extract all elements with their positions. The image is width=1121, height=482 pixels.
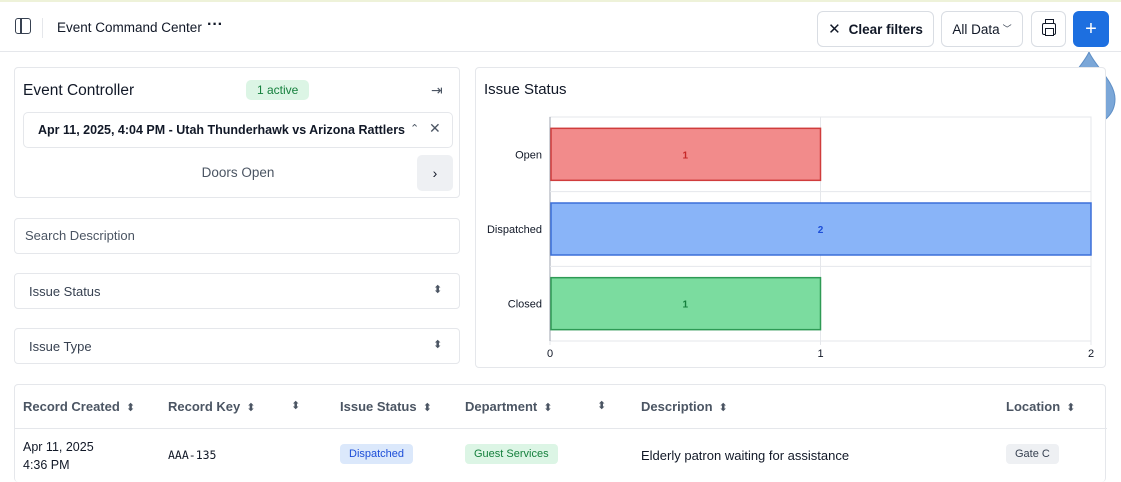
sidebar-toggle-icon[interactable]	[15, 18, 31, 34]
record-created-time: 4:36 PM	[23, 458, 70, 472]
sort-updown-icon: ⬍	[433, 284, 443, 296]
bar-dispatched	[550, 202, 1092, 256]
record-key-cell: AAA-135	[168, 448, 217, 462]
sort-icon: ⬍	[422, 402, 432, 414]
bar-open	[550, 127, 822, 182]
record-created-date: Apr 11, 2025	[23, 440, 94, 454]
event-controller-title: Event Controller	[23, 82, 135, 99]
issue-type-label: Issue Type	[29, 339, 92, 354]
collapse-panel-icon[interactable]: ⇥	[431, 82, 443, 98]
top-bar: Event Command Center ··· ✕ Clear filters…	[0, 0, 1121, 52]
column-header-record-key[interactable]: Record Key ⬍	[168, 399, 255, 414]
issues-table: Record Created ⬍ Record Key ⬍ Issue Status ⬍ D…	[14, 384, 1107, 482]
y-tick-label: Dispatched	[487, 224, 542, 236]
data-scope-select[interactable]: All Data ﹀	[941, 11, 1023, 47]
sort-icon: ⬍	[718, 402, 728, 414]
more-options-button[interactable]: ···	[207, 16, 223, 33]
x-tick-label: 0	[547, 348, 553, 360]
description-cell: Elderly patron waiting for assistance	[641, 448, 850, 463]
issue-status-select[interactable]: Issue Status ⬍	[14, 273, 460, 309]
sort-updown-icon: ⌃	[410, 123, 420, 135]
column-header-department[interactable]: Department ⬍	[465, 399, 552, 414]
issue-type-select[interactable]: Issue Type ⬍	[14, 328, 460, 364]
toolbar-divider	[42, 18, 43, 38]
y-tick-label: Open	[515, 149, 542, 161]
issue-status-label: Issue Status	[29, 284, 101, 299]
clear-event-icon[interactable]: ✕	[429, 120, 441, 136]
department-badge: Guest Services	[465, 444, 558, 464]
sort-icon: ⬍	[543, 402, 553, 414]
column-header-location[interactable]: Location ⬍	[1006, 399, 1075, 414]
issue-status-chart-panel: Issue Status 0 1 2 Open 1 Dispatched 2 Closed 1	[475, 67, 1106, 368]
column-header-label: Department	[465, 399, 538, 414]
chart-title: Issue Status	[484, 81, 567, 98]
sort-icon: ⬍	[125, 402, 136, 414]
location-badge: Gate C	[1006, 444, 1059, 464]
chevron-right-icon: ›	[432, 165, 438, 181]
add-issue-button[interactable]: +	[1073, 11, 1109, 47]
app-title: Event Command Center	[57, 20, 202, 35]
sort-updown-icon: ⬍	[433, 339, 443, 351]
issue-status-chart: 0 1 2 Open 1 Dispatched 2 Closed 1	[487, 116, 1094, 360]
close-icon: ✕	[828, 21, 841, 38]
record-created-cell: Apr 11, 2025 4:36 PM	[23, 438, 94, 474]
y-tick-label: Closed	[508, 299, 542, 311]
bar-value-label: 1	[682, 150, 688, 161]
column-header-label: Record Created	[23, 399, 120, 414]
column-header-label: Record Key	[168, 399, 241, 414]
column-header-issue-status[interactable]: Issue Status ⬍	[340, 399, 432, 414]
event-controller-panel: Event Controller 1 active ⇥ Apr 11, 2025…	[14, 67, 460, 198]
column-header-label: Location	[1006, 399, 1061, 414]
search-description-input[interactable]	[25, 228, 445, 243]
clear-filters-button[interactable]: ✕ Clear filters	[817, 11, 934, 47]
column-sort-icon[interactable]: ⬍	[597, 400, 607, 412]
sort-icon: ⬍	[246, 402, 256, 414]
x-tick-label: 2	[1088, 348, 1094, 360]
bar-value-label: 1	[682, 300, 688, 311]
print-button[interactable]	[1031, 11, 1066, 47]
active-badge: 1 active	[246, 80, 310, 100]
next-phase-button[interactable]: ›	[417, 155, 453, 191]
event-select[interactable]: Apr 11, 2025, 4:04 PM - Utah Thunderhawk…	[23, 112, 453, 148]
data-scope-label: All Data	[952, 21, 1000, 37]
event-phase: Doors Open	[201, 165, 275, 180]
column-header-label: Description	[641, 399, 713, 414]
chevron-down-icon: ﹀	[1002, 23, 1012, 34]
bar-closed	[550, 276, 822, 331]
table-header-divider	[15, 428, 1107, 429]
x-tick-label: 1	[817, 348, 823, 360]
column-sort-icon[interactable]: ⬍	[291, 400, 301, 412]
sort-icon: ⬍	[1066, 402, 1076, 414]
selected-event: Apr 11, 2025, 4:04 PM - Utah Thunderhawk…	[38, 123, 406, 137]
search-description-field	[14, 218, 460, 254]
clear-filters-label: Clear filters	[848, 21, 923, 37]
column-header-description[interactable]: Description ⬍	[641, 399, 728, 414]
column-header-record-created[interactable]: Record Created ⬍	[23, 399, 135, 414]
printer-icon	[1041, 19, 1056, 36]
column-header-label: Issue Status	[340, 399, 417, 414]
issue-status-badge: Dispatched	[340, 444, 414, 464]
bar-value-label: 2	[818, 225, 824, 236]
